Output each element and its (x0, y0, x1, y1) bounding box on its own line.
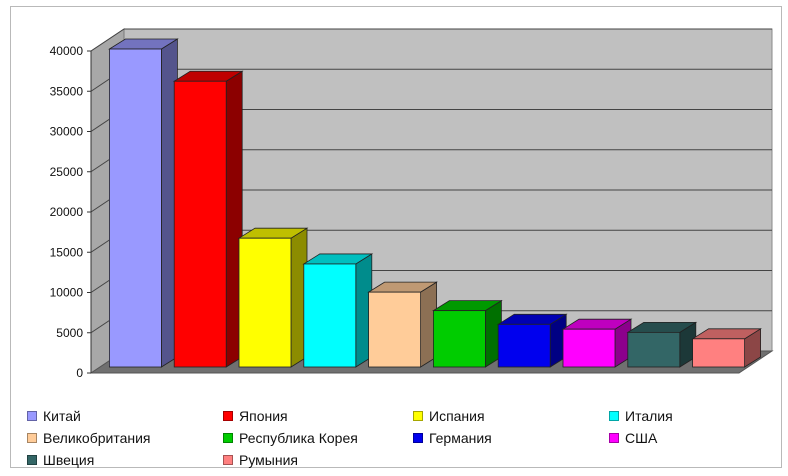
legend-swatch (223, 433, 233, 443)
bar-8 (561, 318, 633, 368)
bar-2 (172, 70, 244, 368)
legend-item: Япония (223, 408, 288, 424)
bar-front (692, 338, 745, 368)
y-tick-label: 40000 (50, 44, 84, 58)
legend-swatch (413, 433, 423, 443)
bar-1 (108, 38, 179, 368)
legend-swatch (223, 455, 233, 465)
legend-swatch (609, 411, 619, 421)
legend-label: Великобритания (43, 430, 151, 446)
bar-front (173, 80, 227, 368)
legend-item: Великобритания (27, 430, 151, 446)
y-tick-label: 20000 (50, 205, 84, 219)
legend-item: Германия (413, 430, 492, 446)
legend-label: Испания (429, 408, 485, 424)
bar-6 (432, 299, 503, 368)
chart-frame: 0 5000 10000 15000 20000 25000 30000 35000 40000… (10, 6, 782, 468)
y-tick-label: 30000 (50, 125, 84, 139)
legend-label: Италия (625, 408, 673, 424)
legend-item: Китай (27, 408, 81, 424)
bar-9 (626, 321, 698, 368)
bar-10 (691, 328, 762, 368)
legend-label: США (625, 430, 658, 446)
y-tick-label: 35000 (50, 84, 84, 98)
y-tick-label: 5000 (56, 326, 83, 340)
legend-item: Италия (609, 408, 673, 424)
bar-front (303, 263, 357, 368)
legend-swatch (27, 433, 37, 443)
bar-front (368, 291, 422, 368)
y-tick-label: 0 (76, 366, 83, 380)
legend-item: США (609, 430, 657, 446)
legend-item: Испания (413, 408, 485, 424)
bar-3 (237, 227, 309, 368)
y-tick-label: 15000 (50, 245, 84, 259)
bar-front (238, 237, 292, 368)
y-tick-label: 25000 (50, 165, 84, 179)
legend-swatch (223, 411, 233, 421)
bar-front (562, 328, 616, 368)
legend: Китай Япония Испания Италия Великобритания Ре… (27, 404, 787, 476)
legend-label: Румыния (239, 452, 299, 468)
y-tick-label: 10000 (50, 286, 84, 300)
legend-item: Румыния (223, 452, 298, 468)
legend-label: Япония (239, 408, 288, 424)
bar-front (432, 310, 486, 368)
legend-label: Германия (429, 430, 492, 446)
legend-item: Швеция (27, 452, 94, 468)
legend-swatch (609, 433, 619, 443)
legend-swatch (413, 411, 423, 421)
bar-chart: 0 5000 10000 15000 20000 25000 30000 35000 40000 (50, 28, 774, 380)
legend-label: Китай (43, 408, 81, 424)
legend-swatch (27, 411, 37, 421)
legend-label: Республика Корея (239, 430, 358, 446)
legend-item: Республика Корея (223, 430, 358, 446)
bar-front (627, 331, 681, 368)
bar-front (497, 323, 551, 368)
legend-swatch (27, 455, 37, 465)
bar-4 (302, 253, 374, 368)
bar-front (109, 48, 162, 368)
gridline (90, 28, 125, 52)
bar-7 (496, 313, 568, 368)
legend-label: Швеция (43, 452, 95, 468)
bar-5 (367, 281, 438, 368)
